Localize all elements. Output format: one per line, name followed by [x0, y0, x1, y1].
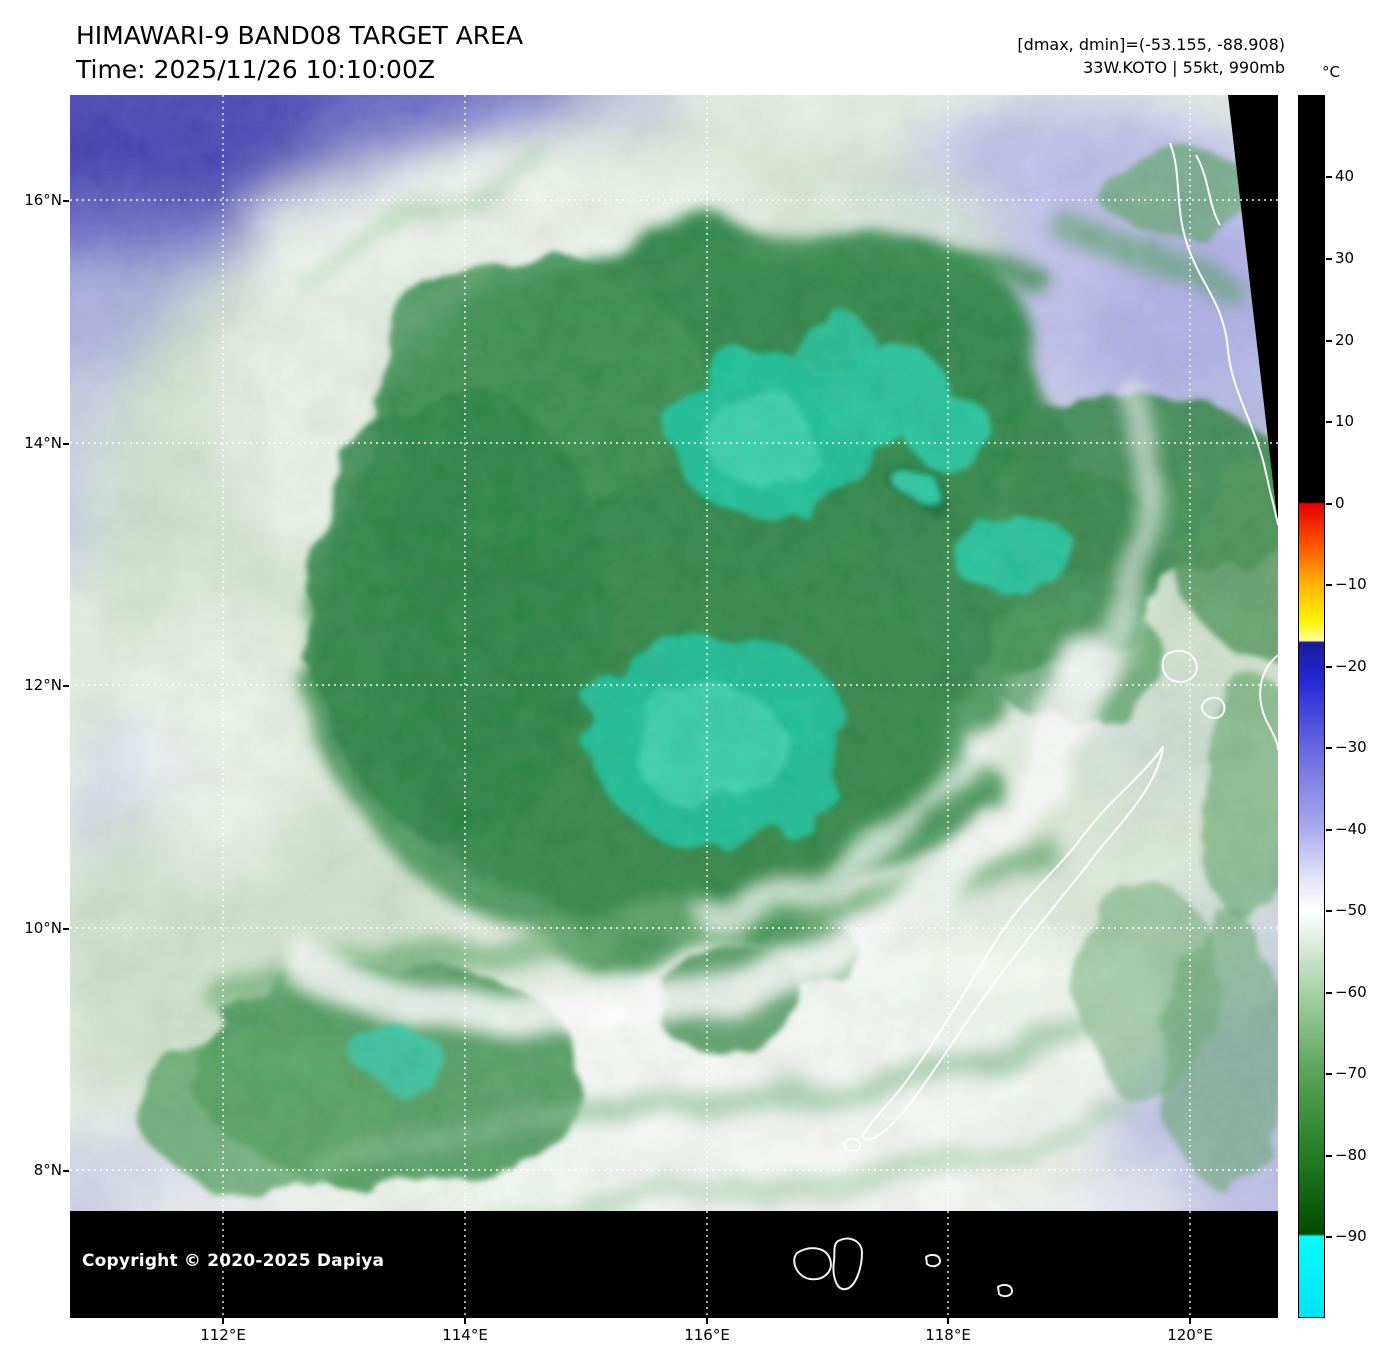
colorbar-tick-label: −50 — [1335, 901, 1367, 919]
coastlines — [793, 142, 1278, 1298]
colorbar-tick — [1326, 992, 1332, 994]
colorbar-tick-label: −60 — [1335, 983, 1367, 1001]
header-info: [dmax, dmin]=(-53.155, -88.908) 33W.KOTO… — [1017, 33, 1285, 79]
colorbar-tick — [1326, 503, 1332, 505]
colorbar-tick-label: 10 — [1335, 412, 1355, 430]
colorbar-tick-label: 0 — [1335, 494, 1345, 512]
copyright: Copyright © 2020-2025 Dapiya — [82, 1251, 385, 1271]
x-axis-tick — [222, 1318, 224, 1324]
colorbar-tick — [1326, 1236, 1332, 1238]
lat-label: 12°N — [24, 676, 62, 694]
colorbar-tick — [1326, 176, 1332, 178]
figure-time: Time: 2025/11/26 10:10:00Z — [76, 55, 435, 84]
colorbar-tick — [1326, 1155, 1332, 1157]
colorbar-tick-label: −10 — [1335, 575, 1367, 593]
colorbar-tick-label: −40 — [1335, 820, 1367, 838]
colorbar-tick-label: −80 — [1335, 1146, 1367, 1164]
x-axis-tick — [706, 1318, 708, 1324]
lat-label: 14°N — [24, 434, 62, 452]
lon-label: 120°E — [1167, 1326, 1213, 1344]
lon-label: 114°E — [442, 1326, 488, 1344]
colorbar-tick-label: 40 — [1335, 167, 1355, 185]
colorbar-tick — [1326, 340, 1332, 342]
lon-label: 112°E — [200, 1326, 246, 1344]
colorbar-unit: °C — [1322, 63, 1340, 81]
lat-label: 8°N — [33, 1161, 62, 1179]
colorbar-tick-label: 30 — [1335, 249, 1355, 267]
colorbar-tick — [1326, 747, 1332, 749]
map-area: Copyright © 2020-2025 Dapiya — [70, 95, 1278, 1318]
lat-label: 16°N — [24, 191, 62, 209]
colorbar-tick — [1326, 666, 1332, 668]
colorbar-tick-label: −30 — [1335, 738, 1367, 756]
colorbar-tick — [1326, 258, 1332, 260]
y-axis-tick — [63, 200, 69, 202]
colorbar-tick — [1326, 421, 1332, 423]
lat-label: 10°N — [24, 919, 62, 937]
colorbar-tick-label: 20 — [1335, 331, 1355, 349]
satellite-image — [70, 95, 1278, 1318]
x-axis-tick — [947, 1318, 949, 1324]
no-data-regions — [70, 95, 1278, 1318]
y-axis-tick — [63, 443, 69, 445]
lon-label: 116°E — [684, 1326, 730, 1344]
storm-info: 33W.KOTO | 55kt, 990mb — [1083, 58, 1285, 77]
colorbar-tick — [1326, 1073, 1332, 1075]
y-axis-tick — [63, 685, 69, 687]
colorbar-tick — [1326, 910, 1332, 912]
x-axis-tick — [464, 1318, 466, 1324]
colorbar-tick — [1326, 829, 1332, 831]
grain-texture-light — [70, 95, 1278, 1318]
dmax-dmin-readout: [dmax, dmin]=(-53.155, -88.908) — [1017, 35, 1285, 54]
y-axis-tick — [63, 928, 69, 930]
x-axis-tick — [1189, 1318, 1191, 1324]
y-axis-tick — [63, 1170, 69, 1172]
lon-label: 118°E — [925, 1326, 971, 1344]
colorbar-tick-label: −90 — [1335, 1227, 1367, 1245]
colorbar-tick — [1326, 584, 1332, 586]
colorbar-gradient — [1298, 95, 1325, 1318]
colorbar-tick-label: −20 — [1335, 657, 1367, 675]
colorbar-tick-label: −70 — [1335, 1064, 1367, 1082]
figure-title: HIMAWARI-9 BAND08 TARGET AREA — [76, 21, 524, 50]
